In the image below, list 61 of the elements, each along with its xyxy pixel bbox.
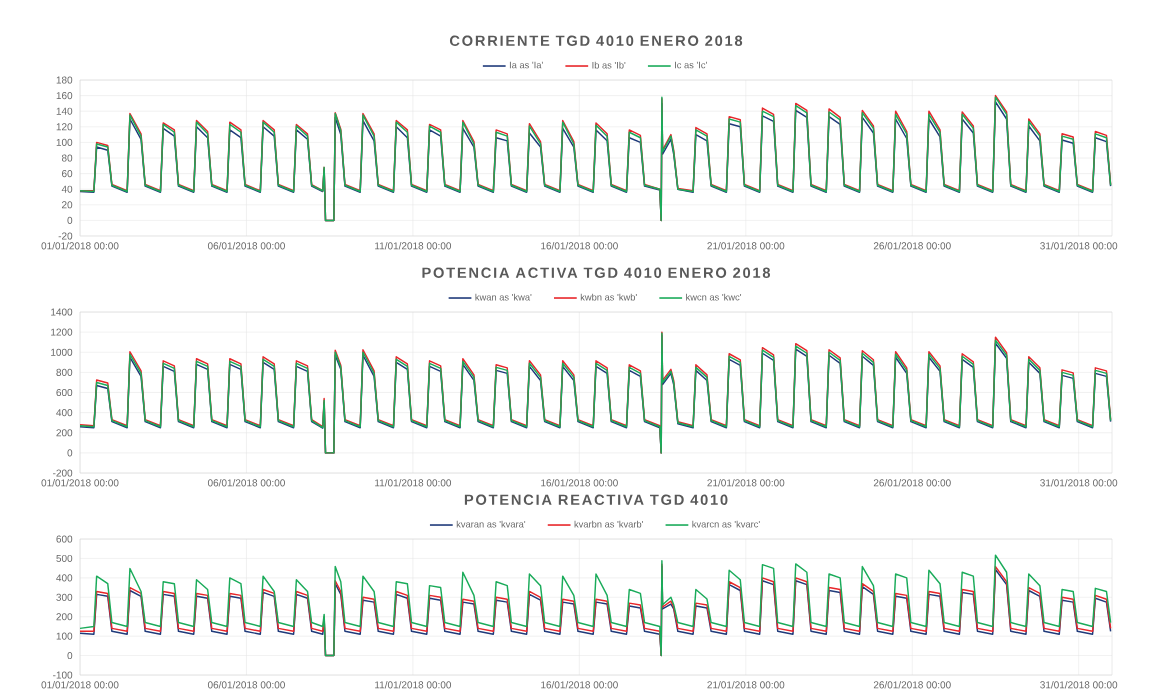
y-tick-label: -100 (53, 671, 73, 679)
x-tick-label: 31/01/2018 00:00 (1040, 479, 1118, 487)
y-tick-label: 300 (56, 593, 73, 601)
x-tick-label: 26/01/2018 00:00 (873, 479, 951, 487)
x-tick-label: 16/01/2018 00:00 (541, 681, 618, 689)
y-tick-label: 80 (61, 154, 73, 162)
x-tick-label: 21/01/2018 00:00 (707, 479, 785, 487)
y-tick-label: 0 (67, 216, 73, 224)
y-tick-label: 800 (56, 368, 73, 376)
x-tick-label: 26/01/2018 00:00 (873, 242, 951, 250)
y-tick-label: 600 (56, 388, 73, 397)
x-tick-label: 16/01/2018 00:00 (541, 242, 618, 250)
x-tick-label: 11/01/2018 00:00 (375, 242, 452, 250)
y-tick-label: 400 (56, 409, 73, 417)
y-tick-label: 140 (56, 107, 73, 115)
y-tick-label: -200 (53, 469, 73, 477)
chart-title: CORRIENTE TGD 4010 ENERO 2018 (449, 35, 743, 46)
y-tick-label: 0 (67, 449, 73, 457)
y-tick-label: 1000 (51, 348, 73, 356)
y-tick-label: 600 (56, 535, 73, 543)
x-tick-label: 11/01/2018 00:00 (375, 479, 452, 487)
x-tick-label: 21/01/2018 00:00 (707, 242, 785, 250)
y-tick-label: 200 (56, 429, 73, 437)
legend-label: kvarcn as 'kvarc' (692, 520, 760, 528)
y-tick-label: 200 (56, 613, 73, 621)
y-tick-label: 180 (56, 76, 73, 84)
y-tick-label: 40 (61, 185, 73, 193)
x-tick-label: 21/01/2018 00:00 (707, 681, 785, 689)
x-tick-label: 26/01/2018 00:00 (873, 681, 951, 689)
legend-label: kvaran as 'kvara' (456, 520, 526, 528)
y-tick-label: 0 (67, 652, 73, 660)
legend-label: kwcn as 'kwc' (686, 293, 742, 301)
x-tick-label: 01/01/2018 00:00 (41, 242, 119, 250)
legend-label: Ia as 'Ia' (509, 61, 543, 69)
x-tick-label: 31/01/2018 00:00 (1040, 681, 1118, 689)
x-tick-label: 06/01/2018 00:00 (207, 479, 285, 487)
legend-label: kwbn as 'kwb' (580, 293, 637, 301)
y-tick-label: 500 (56, 554, 73, 562)
x-tick-label: 06/01/2018 00:00 (207, 242, 285, 250)
legend-label: kvarbn as 'kvarb' (574, 520, 643, 528)
y-tick-label: 100 (56, 138, 73, 146)
x-tick-label: 11/01/2018 00:00 (375, 681, 452, 689)
chart-title: POTENCIA ACTIVA TGD 4010 ENERO 2018 (422, 267, 771, 278)
y-tick-label: 400 (56, 574, 73, 582)
y-tick-label: 60 (62, 170, 73, 178)
x-tick-label: 06/01/2018 00:00 (207, 681, 285, 689)
x-tick-label: 16/01/2018 00:00 (541, 479, 618, 487)
y-tick-label: 1400 (51, 308, 73, 316)
y-tick-label: 160 (56, 92, 73, 100)
chart-title: POTENCIA REACTIVA TGD 4010 (464, 494, 728, 505)
y-tick-label: 20 (62, 201, 73, 209)
x-tick-label: 01/01/2018 00:00 (41, 479, 119, 487)
y-tick-label: 120 (56, 123, 73, 131)
legend-label: Ic as 'Ic' (675, 61, 707, 69)
y-tick-label: 100 (56, 632, 73, 640)
legend-label: kwan as 'kwa' (475, 293, 532, 301)
y-tick-label: -20 (58, 232, 73, 240)
x-tick-label: 31/01/2018 00:00 (1040, 242, 1118, 250)
x-tick-label: 01/01/2018 00:00 (41, 681, 119, 689)
y-tick-label: 1200 (51, 328, 73, 336)
legend-label: Ib as 'Ib' (592, 61, 626, 69)
